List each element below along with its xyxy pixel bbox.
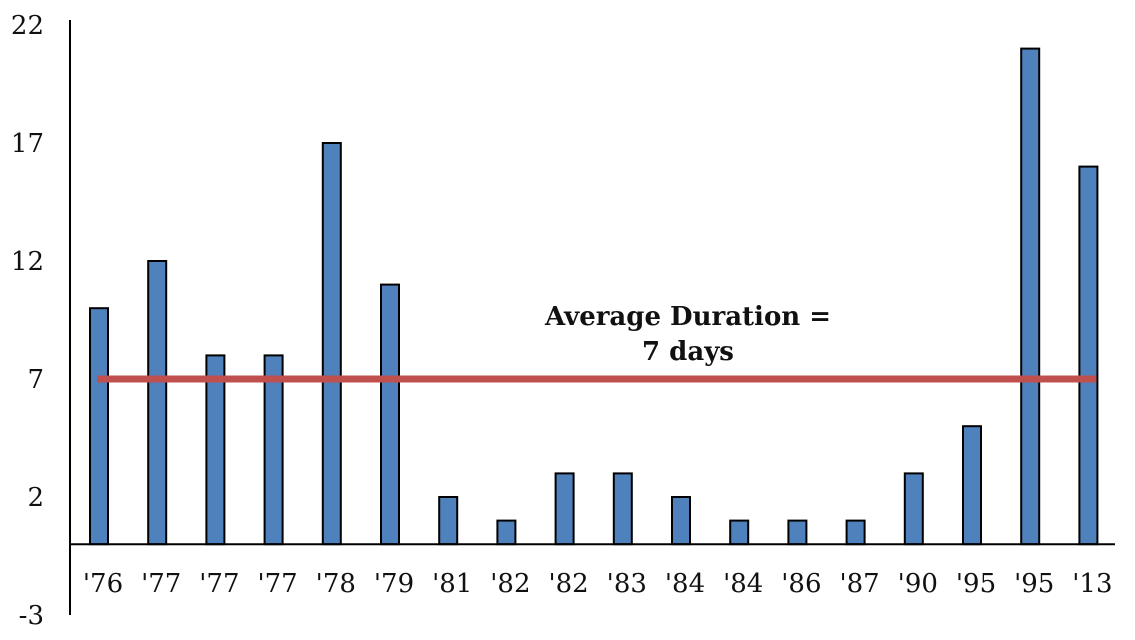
y-tick-label: -3 <box>19 601 44 631</box>
x-tick-label: '83 <box>607 569 647 599</box>
x-tick-label: '81 <box>432 569 472 599</box>
bar <box>89 307 109 546</box>
x-tick-label: '77 <box>199 569 239 599</box>
bar <box>729 519 750 546</box>
bar <box>380 283 400 546</box>
bar <box>845 519 866 546</box>
x-tick-label: '76 <box>83 569 123 599</box>
x-tick-label: '82 <box>490 569 530 599</box>
bar <box>438 496 459 546</box>
bars <box>89 47 1099 546</box>
x-tick-label: '95 <box>1014 569 1054 599</box>
bar <box>612 472 633 546</box>
y-tick-label: 17 <box>11 129 44 159</box>
bar <box>321 142 342 546</box>
y-tick-label: 12 <box>11 247 44 277</box>
x-tick-label: '82 <box>548 569 588 599</box>
y-axis-ticks: -3 2 7 12 17 22 <box>11 11 44 631</box>
x-tick-label: '78 <box>316 569 356 599</box>
bar <box>962 425 982 546</box>
bar <box>205 354 226 546</box>
x-axis-tick-labels: '76 '77 '77 '77 '78 '79 '81 '82 '82 '83 '84 '84 '86 '… <box>83 569 1113 599</box>
x-tick-label: '90 <box>898 569 938 599</box>
y-tick-label: 22 <box>11 11 44 41</box>
average-annotation-line2: 7 days <box>642 337 734 367</box>
bar <box>787 519 808 546</box>
bar <box>263 354 284 546</box>
bar <box>554 472 575 546</box>
average-annotation-line1: Average Duration = <box>544 302 831 332</box>
bar <box>147 260 168 546</box>
y-tick-label: 7 <box>27 365 44 395</box>
bar <box>903 472 924 546</box>
x-tick-label: '79 <box>374 569 414 599</box>
x-tick-label: '84 <box>723 569 763 599</box>
x-tick-label: '87 <box>839 569 879 599</box>
bar <box>671 496 691 546</box>
x-tick-label: '13 <box>1072 569 1112 599</box>
bar <box>1078 165 1099 546</box>
x-tick-label: '77 <box>141 569 181 599</box>
bar <box>496 519 517 546</box>
x-tick-label: '77 <box>257 569 297 599</box>
x-tick-label: '95 <box>956 569 996 599</box>
bar <box>1020 47 1041 546</box>
y-tick-label: 2 <box>27 483 44 513</box>
x-tick-label: '84 <box>665 569 705 599</box>
x-tick-label: '86 <box>781 569 821 599</box>
